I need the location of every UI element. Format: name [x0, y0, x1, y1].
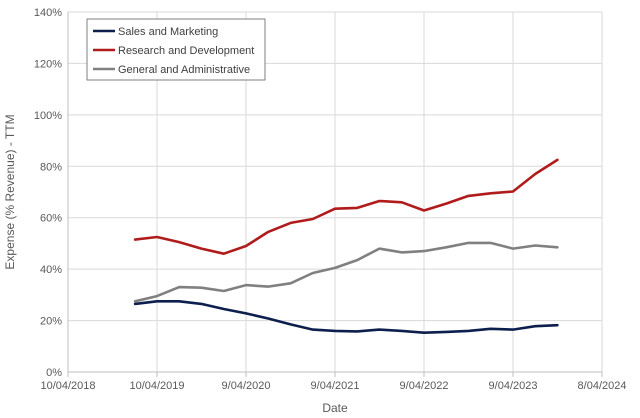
x-tick-label: 9/04/2021: [311, 380, 360, 392]
y-tick-label: 120%: [34, 58, 62, 70]
y-tick-label: 0%: [46, 367, 62, 379]
x-tick-label: 9/04/2023: [489, 380, 538, 392]
legend: Sales and Marketing Research and Developm…: [86, 18, 266, 81]
series-lines: [133, 158, 559, 335]
legend-label: Research and Development: [118, 45, 254, 57]
x-tick-label: 9/04/2020: [222, 380, 271, 392]
x-tick-label: 10/04/2018: [40, 380, 95, 392]
legend-label: Sales and Marketing: [118, 26, 218, 38]
y-axis-title: Expense (% Revenue) - TTM: [3, 114, 17, 269]
x-axis-title: Date: [322, 401, 348, 415]
series-line-1: [133, 299, 559, 335]
x-tick-label: 10/04/2019: [129, 380, 184, 392]
y-tick-label: 80%: [40, 161, 62, 173]
legend-label: General and Administrative: [118, 64, 250, 76]
y-tick-label: 100%: [34, 110, 62, 122]
series-line-2: [133, 158, 559, 255]
x-tick-label: 8/04/2024: [578, 380, 627, 392]
y-tick-label: 40%: [40, 264, 62, 276]
series-line-3: [133, 241, 559, 303]
y-tick-label: 20%: [40, 316, 62, 328]
y-tick-label: 140%: [34, 7, 62, 19]
y-tick-label: 60%: [40, 213, 62, 225]
legend-box: [86, 18, 266, 81]
axes: [67, 12, 603, 377]
x-tick-label: 9/04/2022: [400, 380, 449, 392]
tick-labels: 0% 20% 40% 60% 80% 100% 120% 140% 10/04/2018 10/0…: [34, 7, 627, 392]
